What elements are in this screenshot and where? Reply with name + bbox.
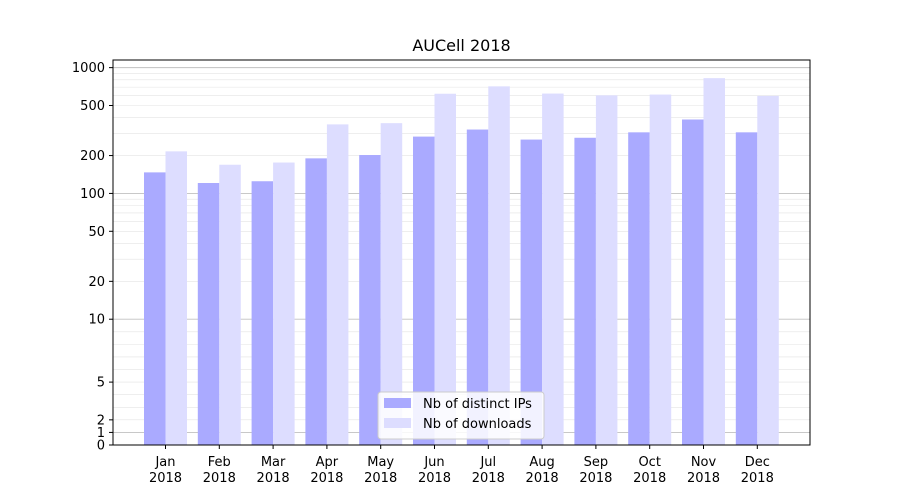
bar-downloads-sep: [595, 95, 618, 446]
y-tick-label: 2: [97, 413, 105, 428]
bar-downloads-jul: [488, 86, 510, 446]
x-tick-label-month: Aug: [529, 455, 554, 470]
x-tick-label-year: 2018: [633, 471, 666, 486]
x-tick-label-year: 2018: [579, 471, 612, 486]
x-tick-label-month: Jul: [479, 455, 496, 470]
x-tick-label-year: 2018: [418, 471, 451, 486]
legend-label: Nb of downloads: [423, 417, 532, 432]
bar-downloads-mar: [273, 162, 295, 445]
x-tick-label-year: 2018: [364, 471, 397, 486]
x-tick-label-month: Dec: [745, 455, 770, 470]
bar-downloads-dec: [757, 95, 779, 446]
legend-box: [377, 391, 545, 440]
bar-downloads-apr: [326, 124, 349, 445]
bar-downloads-aug: [542, 93, 564, 445]
bar-downloads-jan: [165, 151, 187, 445]
x-tick-label-year: 2018: [741, 471, 774, 486]
y-tick-label: 50: [88, 225, 105, 240]
x-tick-label-month: May: [367, 455, 394, 470]
bar-distinct-ips-jan: [144, 172, 166, 445]
x-tick-label-year: 2018: [472, 471, 505, 486]
x-tick-label-month: Apr: [316, 455, 339, 470]
plot-frame: [112, 59, 811, 446]
chart-title: AUCell 2018: [412, 36, 510, 55]
bar-downloads-may: [380, 123, 403, 445]
y-tick-label: 1: [97, 426, 105, 441]
y-tick-label: 10: [88, 313, 105, 328]
x-tick-label-month: Oct: [638, 455, 660, 470]
bar-downloads-feb: [219, 164, 241, 445]
x-tick-label-year: 2018: [310, 471, 343, 486]
x-tick-label-year: 2018: [257, 471, 290, 486]
x-tick-label-month: Mar: [261, 455, 286, 470]
bars: [144, 78, 779, 446]
legend-swatch: [384, 398, 411, 408]
bar-distinct-ips-may: [359, 155, 381, 446]
x-tick-label-year: 2018: [149, 471, 182, 486]
bar-distinct-ips-jul: [466, 129, 489, 445]
bar-distinct-ips-nov: [682, 119, 704, 445]
y-tick-label: 1000: [72, 61, 105, 76]
x-tick-label-month: Jun: [423, 455, 444, 470]
bar-distinct-ips-sep: [574, 137, 596, 446]
y-tick-label: 200: [80, 149, 105, 164]
bar-distinct-ips-feb: [197, 183, 220, 445]
x-tick-label-month: Feb: [208, 455, 231, 470]
bar-distinct-ips-oct: [628, 132, 650, 445]
y-tick-label: 500: [80, 99, 105, 114]
y-axis: 012 5 10 20 50 100 200 500 1000: [72, 61, 113, 454]
y-tick-label: 100: [80, 187, 105, 202]
y-tick-label: 5: [97, 376, 105, 391]
bar-downloads-oct: [649, 94, 672, 446]
x-tick-label-year: 2018: [203, 471, 236, 486]
bar-distinct-ips-jun: [413, 136, 435, 445]
bar-distinct-ips-dec: [735, 132, 758, 445]
x-tick-label-month: Sep: [584, 455, 609, 470]
bar-downloads-nov: [703, 78, 725, 445]
bar-downloads-jun: [434, 93, 456, 445]
x-axis: Jan2018Feb2018Mar2018Apr2018May2018Jun20…: [149, 445, 774, 486]
legend-label: Nb of distinct IPs: [423, 397, 532, 412]
bar-distinct-ips-apr: [305, 158, 327, 445]
x-tick-label-year: 2018: [526, 471, 559, 486]
legend-swatch: [384, 418, 411, 428]
bar-distinct-ips-aug: [520, 139, 543, 445]
x-tick-label-month: Nov: [691, 455, 717, 470]
bar-distinct-ips-mar: [251, 181, 274, 445]
x-tick-label-month: Jan: [154, 455, 175, 470]
x-tick-label-year: 2018: [687, 471, 720, 486]
y-tick-label: 0: [97, 439, 105, 454]
legend: Nb of distinct IPs Nb of downloads: [377, 391, 545, 440]
y-tick-label: 20: [88, 275, 105, 290]
